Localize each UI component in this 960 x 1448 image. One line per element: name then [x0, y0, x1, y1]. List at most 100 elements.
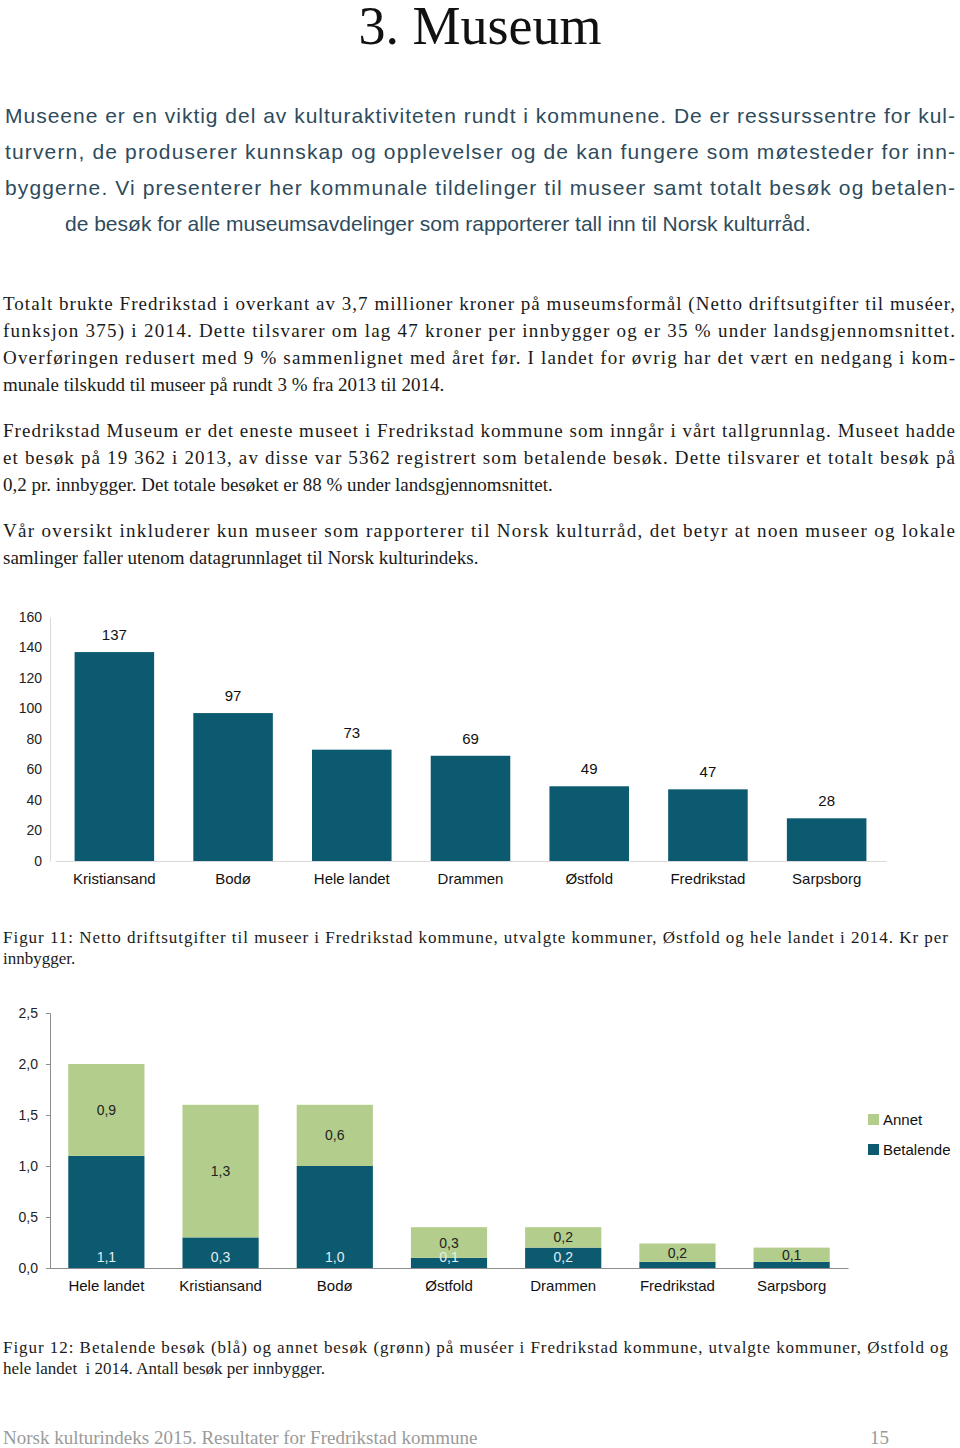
- y-tick: 2,0: [19, 1056, 50, 1072]
- intro-line: Museene er en viktig del av kulturaktivi…: [5, 104, 955, 127]
- bar: [312, 750, 392, 861]
- legend: AnnetBetalende: [868, 1111, 951, 1158]
- x-tick-label: Drammen: [530, 1277, 596, 1294]
- y-tick-label: 1,5: [19, 1107, 39, 1123]
- intro-line: turvern, de produserer kunnskap og opple…: [5, 140, 955, 163]
- y-tick-label: 2,0: [19, 1056, 39, 1072]
- page-title: 3. Museum: [359, 0, 602, 56]
- data-label: 1,1: [97, 1249, 117, 1265]
- tick-mark: [46, 1217, 50, 1218]
- x-tick-label: Sarpsborg: [792, 870, 861, 887]
- intro: Museene er en viktig del av kulturaktivi…: [5, 104, 955, 235]
- x-tick: Kristiansand: [73, 861, 156, 887]
- data-label: 28: [818, 792, 835, 809]
- bar: [193, 713, 273, 861]
- bar-segment: [182, 1105, 258, 1238]
- x-tick: Bodø: [317, 1268, 353, 1294]
- paragraph: Fredrikstad Museum er det eneste museet …: [3, 420, 956, 495]
- bar-segment: [297, 1105, 373, 1166]
- data-label: 97: [225, 687, 242, 704]
- y-tick-label: 20: [26, 822, 42, 838]
- chart: 0,00,51,01,52,02,5Hele landetKristiansan…: [19, 1005, 951, 1294]
- paragraph-line: Fredrikstad Museum er det eneste museet …: [3, 420, 955, 441]
- y-tick-label: 120: [19, 670, 43, 686]
- y-tick: 0,0: [19, 1260, 50, 1276]
- x-tick: Hele landet: [68, 1268, 145, 1294]
- caption-line: Figur 11: Netto driftsutgifter til musee…: [3, 928, 948, 947]
- footer-text: Norsk kulturindeks 2015. Resultater for …: [3, 1427, 477, 1448]
- legend-swatch: [868, 1144, 879, 1155]
- x-tick-label: Fredrikstad: [640, 1277, 715, 1294]
- x-tick: Fredrikstad: [670, 861, 745, 887]
- x-tick: Fredrikstad: [640, 1268, 715, 1294]
- y-tick-label: 160: [19, 609, 43, 625]
- bar: [668, 789, 748, 861]
- y-tick-label: 0: [34, 853, 42, 869]
- caption: Figur 11: Netto driftsutgifter til musee…: [3, 928, 948, 968]
- bar: [431, 756, 511, 861]
- data-label: 0,2: [553, 1249, 573, 1265]
- bar-segment: [754, 1262, 830, 1268]
- data-label: 0,1: [439, 1249, 459, 1265]
- x-tick-label: Sarpsborg: [757, 1277, 826, 1294]
- caption: Figur 12: Betalende besøk (blå) og annet…: [3, 1338, 949, 1378]
- bar-segment: [525, 1227, 601, 1247]
- data-label: 0,3: [439, 1235, 459, 1251]
- y-tick-label: 80: [26, 731, 42, 747]
- x-tick-label: Kristiansand: [73, 870, 156, 887]
- paragraph-line: munale tilskudd til museer på rundt 3 % …: [3, 374, 444, 395]
- y-tick: 80: [26, 731, 50, 747]
- paragraph-line: Totalt brukte Fredrikstad i overkant av …: [3, 293, 955, 315]
- y-tick: 20: [26, 822, 50, 838]
- series: [68, 1064, 829, 1262]
- bar-segment: [639, 1262, 715, 1268]
- y-tick: 1,5: [19, 1107, 50, 1123]
- page-number: 15: [870, 1427, 889, 1448]
- x-axis: Kristiansand Bodø Hele landet Drammen Østfol…: [56, 861, 887, 887]
- data-label: 1,0: [325, 1249, 345, 1265]
- x-tick-label: Kristiansand: [179, 1277, 262, 1294]
- axis-line: [50, 618, 51, 862]
- y-tick-label: 100: [19, 700, 43, 716]
- bar: [75, 652, 155, 861]
- x-axis: Hele landetKristiansandBodøØstfoldDramme…: [51, 1268, 849, 1294]
- x-tick: Hele landet: [314, 861, 391, 887]
- x-tick-label: Hele landet: [68, 1277, 145, 1294]
- x-tick-label: Østfold: [565, 870, 613, 887]
- paragraph-line: funksjon 375) i 2014. Dette tilsvarer om…: [3, 320, 955, 342]
- x-tick: Kristiansand: [179, 1268, 262, 1294]
- bar-segment: [68, 1064, 144, 1156]
- x-tick: Sarpsborg: [792, 861, 861, 887]
- bar-segment: [297, 1166, 373, 1268]
- intro-line: byggerne. Vi presenterer her kommunale t…: [5, 176, 955, 199]
- tick-mark: [46, 1166, 50, 1167]
- y-tick-label: 140: [19, 639, 43, 655]
- intro-line: de besøk for alle museumsavdelinger som …: [65, 212, 811, 235]
- tick-mark: [46, 1013, 50, 1014]
- paragraph: Totalt brukte Fredrikstad i overkant av …: [3, 293, 955, 395]
- axis-line: [46, 1014, 51, 1269]
- x-tick-label: Hele landet: [314, 870, 391, 887]
- x-tick-label: Bodø: [317, 1277, 353, 1294]
- bar: [549, 786, 629, 861]
- y-tick-label: 40: [26, 792, 42, 808]
- x-tick: Sarpsborg: [757, 1268, 826, 1294]
- data-label: 73: [343, 724, 360, 741]
- y-tick-label: 1,0: [19, 1158, 39, 1174]
- y-tick: 40: [26, 792, 50, 808]
- data-label: 47: [700, 763, 717, 780]
- axis-line: [56, 861, 887, 862]
- bar-segment: [525, 1248, 601, 1268]
- paragraph-line: Vår oversikt inkluderer kun museer som r…: [3, 520, 955, 541]
- legend-label: Annet: [883, 1111, 923, 1128]
- x-tick-label: Drammen: [438, 870, 504, 887]
- tick-mark: [46, 1115, 50, 1116]
- data-label: 0,3: [211, 1249, 231, 1265]
- bars: [75, 652, 867, 861]
- x-tick: Østfold: [565, 861, 613, 887]
- caption-line: Figur 12: Betalende besøk (blå) og annet…: [3, 1338, 949, 1357]
- x-tick: Bodø: [215, 861, 251, 887]
- data-label: 1,3: [211, 1163, 231, 1179]
- page: 3. Museum Museene er en viktig del av kul…: [0, 0, 960, 1448]
- y-axis: 0,00,51,01,52,02,5: [19, 1005, 51, 1276]
